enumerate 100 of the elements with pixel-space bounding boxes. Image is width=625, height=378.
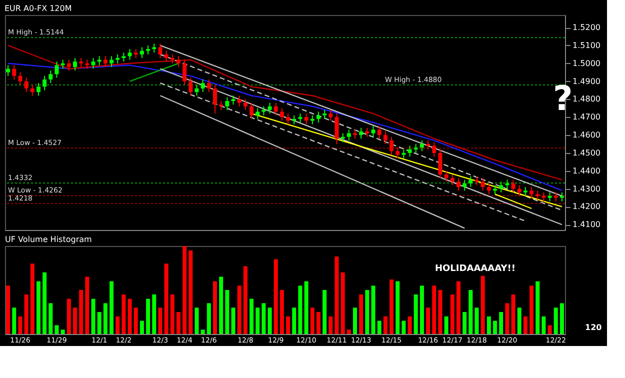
candlestick (377, 126, 382, 140)
candlestick (468, 176, 473, 188)
bar (493, 320, 497, 334)
chart-title: EUR A0-FX 120M (4, 4, 72, 13)
y-tick-label: 1.4200 (572, 202, 600, 212)
bar (66, 298, 71, 334)
bar (444, 316, 448, 334)
candlestick (499, 181, 504, 193)
candlestick (390, 136, 394, 156)
bar (420, 286, 424, 334)
y-tick-label: 1.4600 (572, 130, 600, 140)
bar (438, 290, 442, 334)
bar (322, 290, 327, 334)
bar (128, 298, 132, 334)
candlestick (304, 113, 308, 125)
bar (24, 294, 28, 334)
bar (505, 303, 510, 334)
annotation: ? (553, 79, 573, 119)
candlestick (24, 77, 28, 93)
bar (164, 264, 168, 334)
candlestick (432, 142, 436, 158)
bar (116, 316, 120, 334)
y-tick-label: 1.4700 (572, 112, 600, 122)
bar (340, 272, 345, 334)
text: 120 (585, 323, 602, 332)
bar (480, 276, 485, 334)
bar (450, 294, 454, 334)
candlestick (530, 186, 534, 198)
candlestick (206, 79, 211, 93)
candlestick (444, 170, 448, 182)
bar (304, 281, 308, 334)
candlestick (408, 145, 412, 158)
bar (346, 330, 351, 334)
bar (316, 312, 320, 334)
candlestick (128, 48, 132, 60)
candlestick (438, 148, 442, 179)
candlestick (286, 113, 290, 125)
candlestick (274, 102, 278, 116)
bar (42, 272, 47, 334)
candlestick (73, 58, 77, 72)
bar (274, 259, 278, 334)
candlestick (371, 126, 376, 138)
y-tick-label: 1.4500 (572, 148, 600, 158)
bar (225, 290, 230, 334)
candlestick (18, 72, 22, 86)
candlestick (36, 82, 40, 96)
candlestick (176, 56, 180, 68)
y-tick-label: 1.5000 (572, 58, 600, 68)
bar (176, 312, 180, 334)
candlestick (91, 58, 96, 70)
y-tick-label: 1.4300 (572, 184, 600, 194)
candlestick (42, 75, 47, 91)
candlestick (420, 140, 424, 152)
candlestick (225, 96, 230, 110)
bar (243, 266, 248, 334)
bar (194, 308, 199, 334)
candlestick (103, 56, 108, 68)
bar (280, 290, 284, 334)
bar (328, 316, 333, 334)
bar (548, 325, 552, 334)
bar (456, 281, 460, 334)
bar (231, 308, 236, 334)
candlestick (517, 184, 522, 196)
bar (18, 316, 22, 334)
bar (377, 320, 382, 334)
candlestick (486, 182, 491, 195)
annotation: HOLIDAAAAAY!! (435, 264, 516, 274)
bar (85, 276, 90, 334)
bar (474, 308, 479, 334)
candlestick (188, 77, 193, 96)
bar (334, 256, 339, 334)
bar (542, 316, 546, 334)
candlestick (250, 102, 254, 120)
candlestick (316, 111, 320, 123)
candlestick (30, 84, 34, 96)
bar (48, 303, 53, 334)
candlestick (213, 84, 217, 114)
candlestick (243, 98, 248, 110)
bar (122, 294, 126, 334)
bar (170, 294, 174, 334)
bar (560, 303, 564, 334)
candlestick (54, 61, 59, 78)
bar (182, 246, 187, 334)
candlestick (346, 129, 351, 141)
y-tick-label: 1.4100 (572, 220, 600, 230)
bar (396, 281, 400, 334)
bar (353, 308, 357, 334)
bar (158, 308, 162, 334)
candlestick (237, 95, 242, 107)
candlestick (268, 102, 272, 114)
bar (486, 316, 491, 334)
candlestick (450, 174, 454, 186)
bar (206, 303, 211, 334)
bar (73, 308, 77, 334)
candlestick (6, 64, 10, 76)
bar (36, 281, 40, 334)
bar (310, 308, 314, 334)
bar (152, 294, 156, 334)
bar (462, 312, 467, 334)
candlestick (140, 46, 144, 58)
